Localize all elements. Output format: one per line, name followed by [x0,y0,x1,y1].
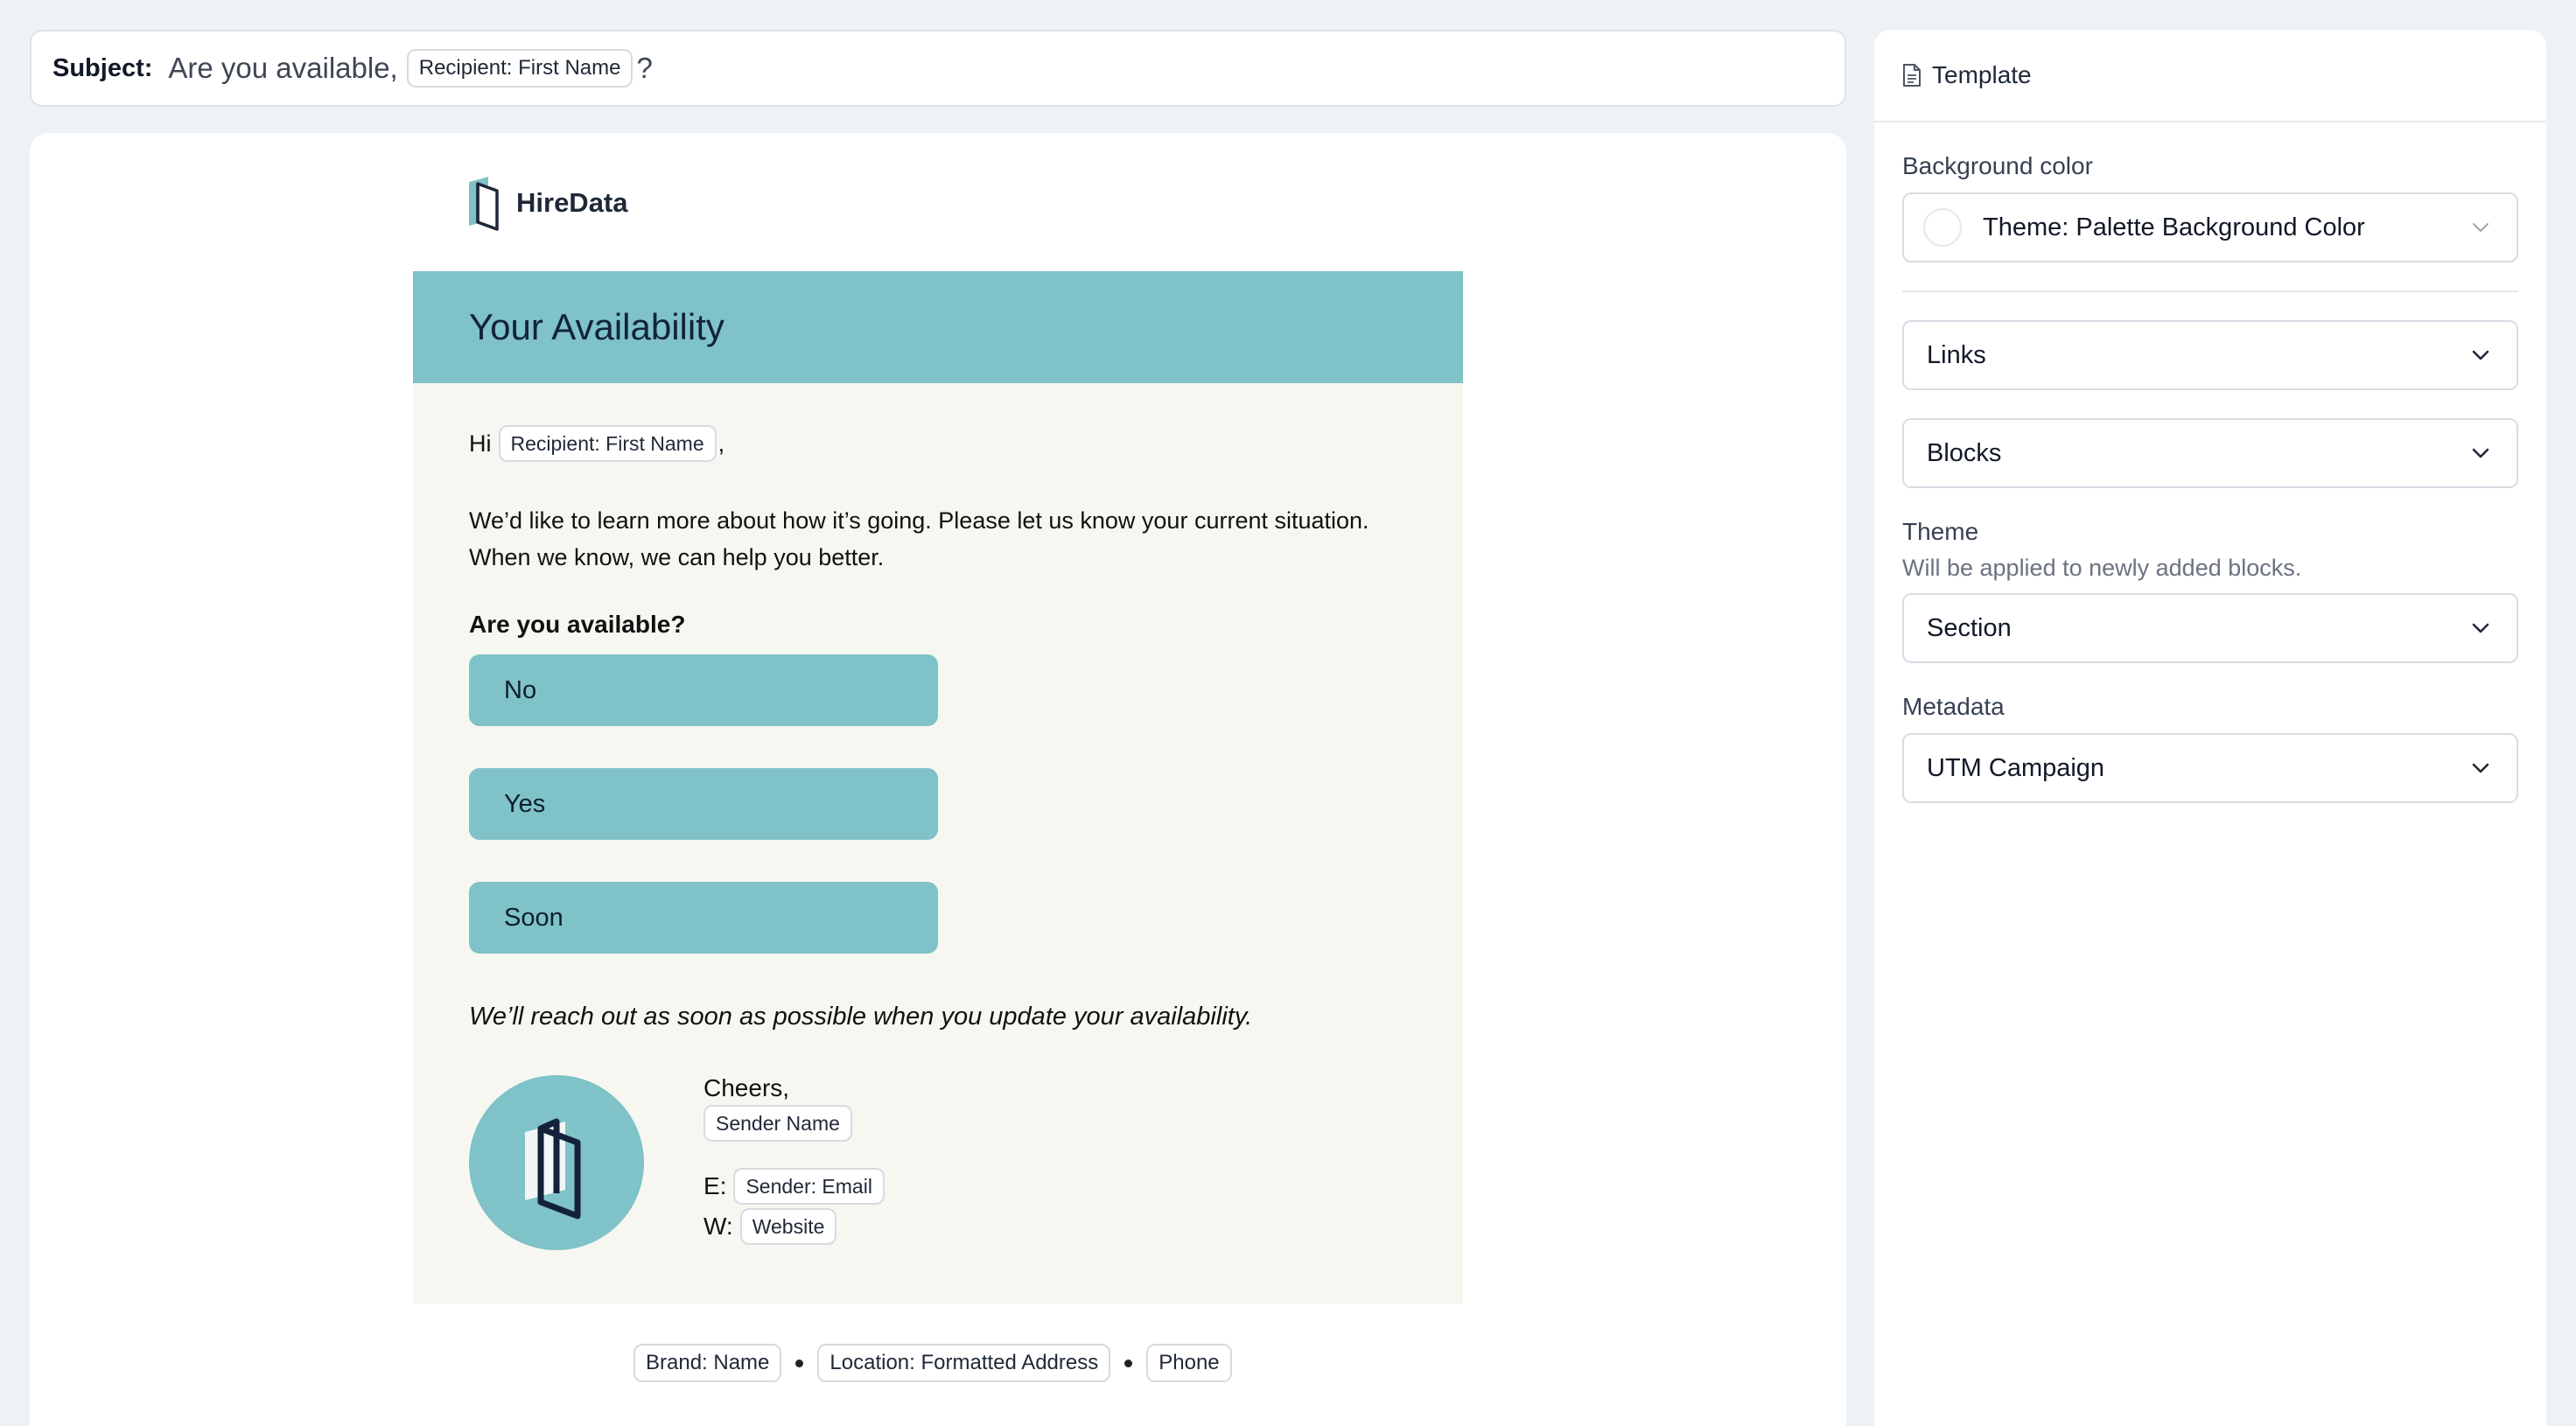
answer-no-button[interactable]: No [469,654,938,726]
email-title: Your Availability [469,306,724,347]
theme-label: Theme [1902,518,1979,545]
closing-note[interactable]: We’ll reach out as soon as possible when… [469,1003,1253,1031]
subject-text[interactable]: Are you available, [168,52,398,84]
metadata-value: UTM Campaign [1927,753,2105,782]
greeting-suffix: , [718,430,725,457]
website-key: W: [704,1213,733,1240]
availability-question[interactable]: Are you available? [469,611,686,638]
subject-bar[interactable]: Subject: Are you available, Recipient: F… [30,30,1846,107]
background-color-label: Background color [1902,152,2093,179]
greeting[interactable]: Hi Recipient: First Name , [469,425,1407,462]
color-swatch [1923,208,1962,247]
subject-suffix: ? [636,52,653,84]
website-tag[interactable]: Website [739,1208,837,1245]
signature-text: Cheers, Sender Name E: Sender: Email W: … [704,1075,885,1250]
greeting-merge-tag[interactable]: Recipient: First Name [498,425,717,462]
chevron-down-icon [2473,223,2488,232]
brand-logo: HireData [467,175,628,231]
template-panel: Template Background color Theme: Palette… [1874,30,2546,1426]
separator-dot [795,1359,804,1367]
phone-tag[interactable]: Phone [1146,1344,1232,1382]
answer-label: Yes [504,789,546,818]
body-paragraph[interactable]: We’d like to learn more about how it’s g… [469,507,1369,570]
links-label: Links [1927,340,1986,369]
sender-avatar [469,1075,644,1250]
answer-yes-button[interactable]: Yes [469,768,938,840]
background-color-value: Theme: Palette Background Color [1983,213,2365,241]
theme-hint: Will be applied to newly added blocks. [1902,555,2302,581]
sig-greeting: Cheers, [704,1074,790,1101]
logo-text: HireData [516,187,628,218]
sender-name-tag[interactable]: Sender Name [704,1105,852,1142]
links-accordion[interactable]: Links [1902,320,2518,390]
blocks-accordion[interactable]: Blocks [1902,418,2518,488]
hiredata-logo-icon [469,177,499,231]
answer-soon-button[interactable]: Soon [469,882,938,954]
metadata-label: Metadata [1902,693,2005,720]
theme-value: Section [1927,613,2012,642]
theme-select[interactable]: Section [1902,593,2518,663]
chevron-down-icon [2472,350,2489,360]
panel-header: Template [1874,30,2546,122]
chevron-down-icon [2472,763,2489,773]
panel-title: Template [1932,61,2032,88]
sender-email-tag[interactable]: Sender: Email [733,1168,885,1205]
answer-label: Soon [504,903,564,932]
metadata-select[interactable]: UTM Campaign [1902,733,2518,803]
panel-divider [1902,290,2518,292]
background-color-select[interactable]: Theme: Palette Background Color [1902,192,2518,262]
email-body[interactable]: Hi Recipient: First Name , We’d like to … [413,425,1463,1250]
blocks-label: Blocks [1927,438,2002,467]
email-key: E: [704,1172,727,1199]
separator-dot [1124,1359,1133,1367]
email-canvas: HireData Your Availability Hi Recipient:… [30,133,1846,1426]
email-card: Your Availability Hi Recipient: First Na… [413,271,1463,1304]
email-footer: Brand: Name Location: Formatted Address … [634,1344,1232,1382]
location-address-tag[interactable]: Location: Formatted Address [817,1344,1111,1382]
chevron-down-icon [2472,448,2489,458]
document-icon [1903,64,1921,87]
subject-merge-tag[interactable]: Recipient: First Name [406,49,634,87]
chevron-down-icon [2472,623,2489,633]
answer-label: No [504,675,537,704]
brand-name-tag[interactable]: Brand: Name [634,1344,782,1382]
signature-block[interactable]: Cheers, Sender Name E: Sender: Email W: … [469,1075,1407,1250]
email-header[interactable]: Your Availability [413,271,1463,383]
subject-label: Subject: [52,53,153,82]
hiredata-logo-icon [525,1118,581,1220]
greeting-hi: Hi [469,430,492,457]
